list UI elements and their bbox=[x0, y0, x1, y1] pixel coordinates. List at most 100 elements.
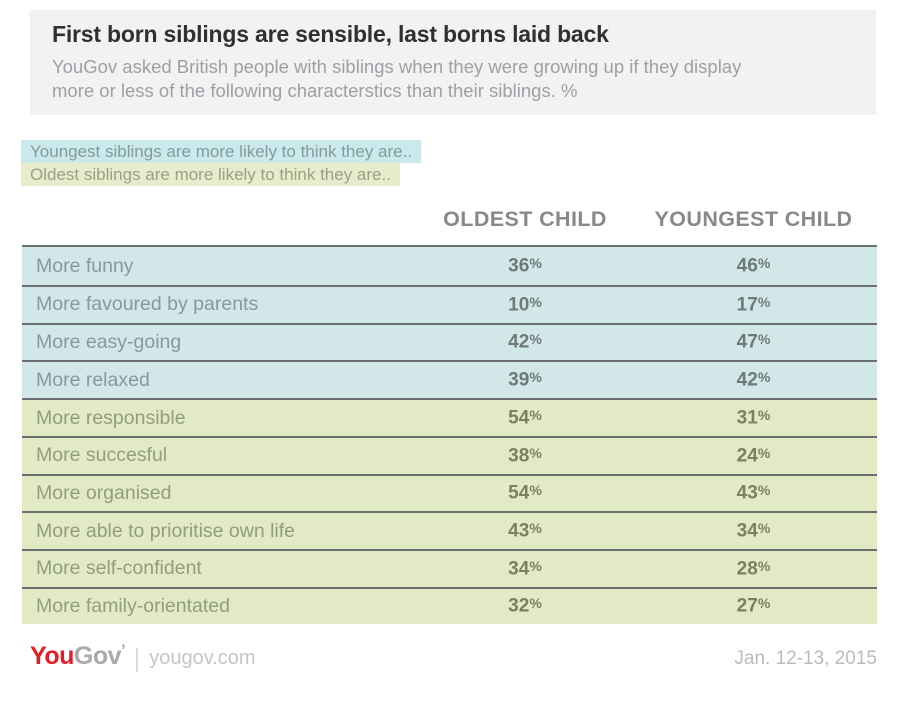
footer-site-url: yougov.com bbox=[149, 647, 256, 670]
legend-line-youngest: Youngest siblings are more likely to thi… bbox=[21, 140, 900, 164]
percent-sign: % bbox=[529, 331, 542, 348]
oldest-number: 34 bbox=[508, 557, 530, 579]
percent-sign: % bbox=[757, 519, 771, 536]
percent-sign: % bbox=[529, 444, 542, 461]
oldest-number: 43 bbox=[508, 520, 530, 542]
yougov-logo: YouGovʼ bbox=[30, 641, 126, 671]
youngest-number: 46 bbox=[736, 255, 758, 277]
legend: Youngest siblings are more likely to thi… bbox=[21, 140, 900, 187]
table-row: More responsible 54% 31% bbox=[22, 398, 877, 436]
row-label: More funny bbox=[36, 254, 134, 277]
table-row: More relaxed 39% 42% bbox=[22, 360, 877, 399]
oldest-number: 54 bbox=[508, 482, 530, 504]
row-label: More easy-going bbox=[36, 331, 182, 354]
row-label: More relaxed bbox=[36, 368, 150, 391]
logo-tick: ʼ bbox=[121, 641, 126, 661]
percent-sign: % bbox=[529, 519, 542, 536]
logo-you: You bbox=[30, 642, 74, 671]
column-headers: OLDEST CHILD YOUNGEST CHILD bbox=[22, 207, 877, 232]
oldest-value: 32% bbox=[420, 595, 630, 617]
percent-sign: % bbox=[529, 293, 542, 310]
percent-sign: % bbox=[757, 406, 771, 423]
percent-sign: % bbox=[757, 482, 771, 499]
table-row: More self-confident 34% 28% bbox=[22, 548, 877, 587]
row-label: More organised bbox=[36, 481, 172, 504]
footer-branding: YouGovʼ yougov.com bbox=[30, 641, 256, 673]
legend-youngest-label: Youngest siblings are more likely to thi… bbox=[21, 140, 422, 164]
oldest-value: 42% bbox=[420, 331, 630, 353]
header: First born siblings are sensible, last b… bbox=[30, 10, 876, 116]
youngest-number: 24 bbox=[736, 444, 758, 466]
oldest-number: 39 bbox=[508, 369, 530, 391]
footer-divider bbox=[136, 648, 139, 673]
table-row: More easy-going 42% 47% bbox=[22, 322, 877, 361]
percent-sign: % bbox=[757, 255, 771, 272]
percent-sign: % bbox=[529, 369, 542, 386]
oldest-number: 54 bbox=[508, 407, 530, 429]
youngest-value: 28% bbox=[630, 558, 877, 580]
footer-date: Jan. 12-13, 2015 bbox=[734, 648, 877, 670]
footer: YouGovʼ yougov.com Jan. 12-13, 2015 bbox=[30, 641, 877, 673]
youngest-number: 28 bbox=[736, 557, 758, 579]
table-row: More organised 54% 43% bbox=[22, 473, 877, 512]
row-label: More favoured by parents bbox=[36, 293, 259, 316]
oldest-value: 43% bbox=[420, 520, 630, 542]
youngest-number: 31 bbox=[736, 407, 758, 429]
youngest-value: 27% bbox=[630, 595, 877, 617]
row-label: More able to prioritise own life bbox=[36, 519, 296, 542]
oldest-value: 38% bbox=[420, 445, 630, 467]
youngest-number: 27 bbox=[736, 595, 758, 617]
percent-sign: % bbox=[757, 369, 771, 386]
percent-sign: % bbox=[529, 595, 542, 612]
youngest-value: 43% bbox=[630, 482, 877, 504]
youngest-value: 34% bbox=[630, 520, 877, 542]
oldest-value: 54% bbox=[420, 482, 630, 504]
data-table: More funny 36% 46% More favoured by pare… bbox=[22, 245, 877, 625]
percent-sign: % bbox=[529, 406, 542, 423]
oldest-value: 36% bbox=[420, 255, 630, 277]
infographic-page: First born siblings are sensible, last b… bbox=[0, 10, 900, 709]
percent-sign: % bbox=[757, 331, 771, 348]
youngest-number: 42 bbox=[736, 369, 758, 391]
oldest-number: 36 bbox=[508, 255, 530, 277]
table-row: More funny 36% 46% bbox=[22, 247, 877, 286]
percent-sign: % bbox=[529, 557, 542, 574]
table-row: More succesful 38% 24% bbox=[22, 435, 877, 474]
youngest-value: 42% bbox=[630, 369, 877, 391]
column-header-oldest: OLDEST CHILD bbox=[443, 207, 607, 232]
oldest-value: 10% bbox=[420, 294, 630, 316]
percent-sign: % bbox=[529, 482, 542, 499]
oldest-number: 42 bbox=[508, 331, 530, 353]
oldest-number: 32 bbox=[508, 595, 530, 617]
percent-sign: % bbox=[757, 444, 771, 461]
row-label: More succesful bbox=[36, 444, 168, 467]
youngest-value: 47% bbox=[630, 331, 877, 353]
legend-line-oldest: Oldest siblings are more likely to think… bbox=[21, 163, 900, 187]
page-subtitle: YouGov asked British people with sibling… bbox=[52, 55, 742, 101]
table-row: More family-orientated 32% 27% bbox=[22, 586, 877, 625]
logo-gov: Gov bbox=[73, 642, 122, 671]
row-label: More self-confident bbox=[36, 557, 202, 580]
youngest-value: 46% bbox=[630, 255, 877, 277]
oldest-number: 10 bbox=[508, 294, 530, 316]
column-header-spacer bbox=[22, 207, 420, 232]
oldest-value: 54% bbox=[420, 407, 630, 429]
oldest-value: 39% bbox=[420, 369, 630, 391]
percent-sign: % bbox=[757, 557, 771, 574]
row-label: More family-orientated bbox=[36, 594, 230, 617]
table-row: More favoured by parents 10% 17% bbox=[22, 285, 877, 323]
youngest-number: 34 bbox=[736, 520, 758, 542]
youngest-value: 17% bbox=[630, 294, 877, 316]
youngest-number: 17 bbox=[736, 294, 758, 316]
row-label: More responsible bbox=[36, 406, 186, 429]
youngest-number: 43 bbox=[736, 482, 758, 504]
percent-sign: % bbox=[757, 595, 771, 612]
youngest-number: 47 bbox=[736, 331, 758, 353]
page-title: First born siblings are sensible, last b… bbox=[52, 21, 609, 47]
oldest-number: 38 bbox=[508, 444, 530, 466]
legend-oldest-label: Oldest siblings are more likely to think… bbox=[21, 163, 400, 187]
table-row: More able to prioritise own life 43% 34% bbox=[22, 511, 877, 549]
percent-sign: % bbox=[757, 293, 771, 310]
column-header-youngest: YOUNGEST CHILD bbox=[654, 207, 853, 232]
youngest-value: 31% bbox=[630, 407, 877, 429]
